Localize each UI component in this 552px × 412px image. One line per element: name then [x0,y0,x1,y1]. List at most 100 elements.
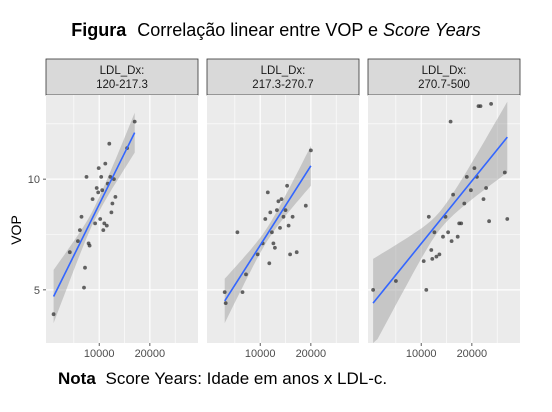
data-point [90,197,95,202]
data-point [108,175,113,179]
facet-panel-3: LDL_Dx: 270.7-500 10000 20000 [367,58,521,360]
figure-title-italic: Score Years [383,20,481,40]
data-point [469,188,473,193]
data-point [235,230,240,235]
data-point [270,230,274,235]
data-point [429,248,434,252]
data-point [94,186,99,190]
data-point [462,201,467,206]
data-point [103,161,108,166]
regression-line [372,136,508,304]
data-point [275,208,279,213]
x-tick-label: 20000 [457,348,488,360]
facet-strip [45,58,199,96]
facet-panel-2: LDL_Dx: 217.3-270.7 10000 20000 [206,58,360,360]
data-point [267,261,272,266]
data-point [489,102,493,106]
y-tick-label: 10 [28,174,40,186]
data-point [286,223,291,228]
data-point [107,141,112,146]
data-point [244,272,248,277]
data-point [309,148,313,153]
data-point [449,239,454,244]
data-point [271,241,276,246]
panel-background [368,95,520,343]
figure-title-text: Correlação linear entre VOP e [137,20,379,40]
data-point [478,104,483,108]
data-point [279,197,284,202]
regression-line [224,165,312,302]
figure-note: Nota Score Years: Idade em anos x LDL-c. [58,369,387,389]
data-point [102,221,107,226]
facet-panel-1: LDL_Dx: 120-217.3 10000 20000 [45,58,199,360]
data-point [83,265,87,270]
data-point [283,208,288,213]
data-point [222,290,227,294]
facet-strip-label: LDL_Dx: [100,65,145,77]
data-point [78,228,82,233]
data-point [432,230,437,235]
data-point [441,234,445,239]
facet-strip-range: 120-217.3 [96,79,148,91]
data-point [394,279,398,283]
data-point [288,252,292,257]
data-point [113,195,118,199]
x-tick-label: 10000 [406,348,437,360]
figure-note-prefix: Nota [58,369,96,388]
y-axis-title: VOP [8,215,24,245]
data-point [290,214,295,219]
data-point [437,252,442,257]
x-tick-label: 20000 [135,348,166,360]
data-point [268,210,273,215]
data-point [67,250,72,255]
panel-background [46,95,198,343]
facet-strip-label: LDL_Dx: [422,65,467,77]
data-point [96,190,101,195]
data-point [303,203,308,208]
data-point [263,217,268,221]
data-point [101,228,106,233]
data-point [434,254,439,259]
figure-note-text: Score Years: Idade em anos x LDL-c. [105,369,388,388]
y-tick-label: 5 [34,285,40,297]
data-point [276,199,281,204]
x-tick-label: 10000 [245,348,276,360]
data-point [472,166,477,171]
data-point [109,210,114,215]
data-point [132,119,137,124]
data-point [223,301,228,305]
data-point [240,290,245,294]
data-point [371,288,375,292]
data-point [255,252,260,257]
figure-title: Figura Correlação linear entre VOP e Sco… [0,20,552,41]
data-point [265,190,270,195]
data-point [487,219,491,224]
data-point [104,223,109,228]
data-point [481,197,486,202]
data-point [421,259,426,263]
data-point [98,217,103,221]
data-point [51,312,56,317]
data-point [448,119,453,124]
facet-panels: LDL_Dx: 120-217.3 10000 20000 LDL_Dx: 217.3-2… [28,58,521,360]
facet-strip [367,58,521,96]
data-point [502,170,507,175]
facet-strip-range: 217.3-270.7 [252,79,313,91]
data-point [484,186,488,190]
facet-strip-range: 270.7-500 [418,79,470,91]
data-point [451,192,455,197]
data-point [79,214,84,219]
data-point [294,250,299,255]
data-point [430,257,435,261]
data-point [110,201,115,206]
data-point [99,175,104,179]
data-point [100,188,105,193]
data-point [96,166,101,171]
data-point [93,221,97,226]
data-point [459,221,464,226]
data-point [424,288,429,292]
data-point [273,245,277,250]
panel-background [207,95,359,343]
data-point [281,214,286,219]
